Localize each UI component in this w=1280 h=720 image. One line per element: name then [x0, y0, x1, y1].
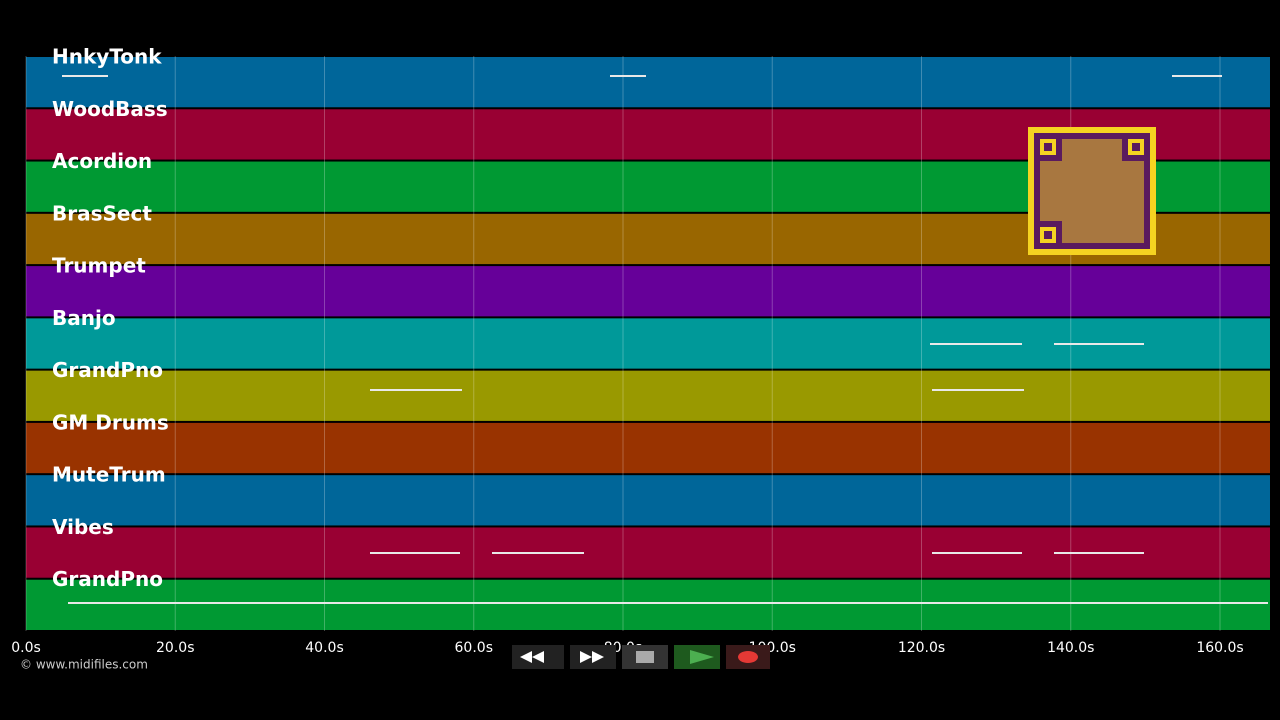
track-lane: [26, 422, 1270, 474]
track-name: GrandPno: [52, 358, 163, 382]
track-name: BrasSect: [52, 201, 152, 225]
x-tick-label: 40.0s: [305, 640, 343, 656]
transport-controls: [512, 645, 770, 669]
copyright: © www.midifiles.com: [20, 658, 148, 672]
qr-code: [1028, 127, 1156, 255]
notes: [62, 75, 1268, 604]
track-lane: [26, 475, 1270, 526]
track-name: Trumpet: [52, 254, 146, 278]
track-name: HnkyTonk: [52, 45, 162, 69]
x-tick-label: 60.0s: [455, 640, 493, 656]
track-lane: [26, 266, 1270, 317]
fast-forward-button[interactable]: [570, 645, 616, 669]
track-lane: [26, 579, 1270, 630]
track-lane: [26, 57, 1270, 108]
track-name: GM Drums: [52, 410, 169, 434]
grid: [25, 56, 1221, 631]
x-tick-label: 0.0s: [11, 640, 41, 656]
track-lane: [26, 370, 1270, 421]
track-name: WoodBass: [52, 97, 168, 121]
stop-button[interactable]: [622, 645, 668, 669]
x-tick-label: 120.0s: [898, 640, 945, 656]
x-tick-label: 140.0s: [1047, 640, 1094, 656]
record-button[interactable]: [726, 645, 770, 669]
rewind-button[interactable]: [512, 645, 564, 669]
x-tick-label: 160.0s: [1196, 640, 1243, 656]
x-tick-label: 20.0s: [156, 640, 194, 656]
track-name: Banjo: [52, 306, 116, 330]
track-name: GrandPno: [52, 567, 163, 591]
track-name: Acordion: [52, 149, 152, 173]
track-name: Vibes: [52, 515, 114, 539]
play-button[interactable]: [674, 645, 720, 669]
track-name: MuteTrum: [52, 463, 166, 487]
